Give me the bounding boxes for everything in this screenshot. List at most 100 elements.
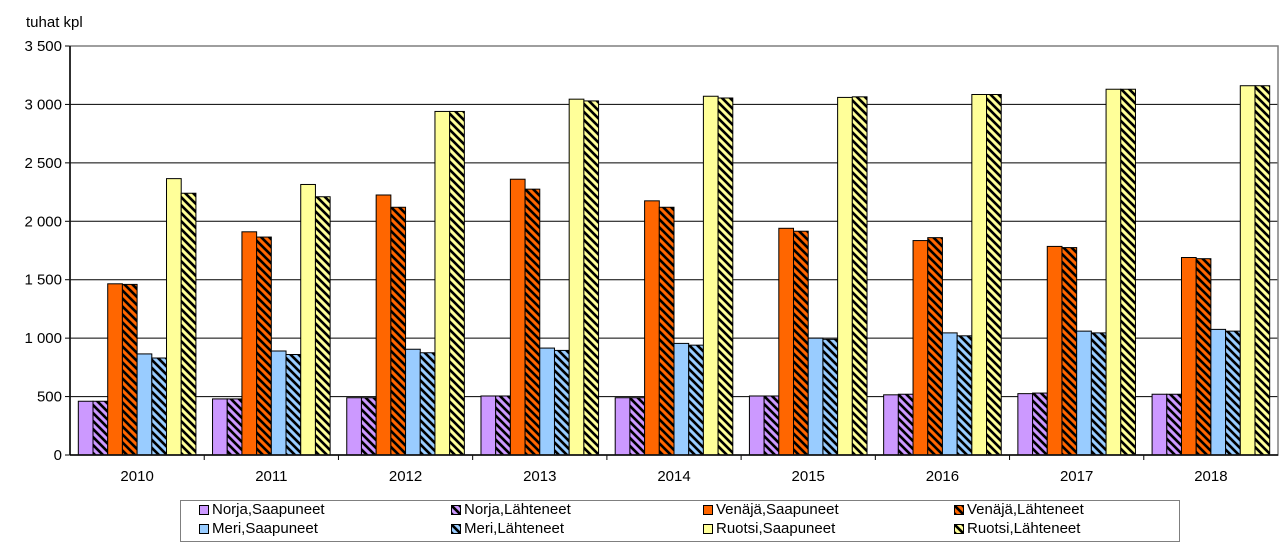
legend-item: Meri,Lähteneet (451, 520, 564, 537)
legend-item: Venäjä,Saapuneet (703, 501, 839, 518)
bar (1076, 330, 1092, 456)
x-tick-label: 2017 (1060, 468, 1093, 485)
bar (583, 100, 600, 456)
bar (509, 178, 526, 456)
bar (1017, 393, 1034, 456)
bar (107, 283, 123, 456)
bar (568, 98, 585, 456)
bar (121, 283, 138, 456)
bar (614, 397, 631, 456)
bar (434, 110, 451, 456)
bar (1254, 85, 1271, 456)
bar (405, 348, 421, 456)
x-tick-label: 2018 (1194, 468, 1227, 485)
bar (1090, 332, 1107, 456)
legend-swatch (451, 523, 461, 534)
x-tick-label: 2016 (926, 468, 959, 485)
bar (314, 196, 331, 456)
legend-label: Ruotsi,Saapuneet (716, 520, 836, 537)
legend: Norja,Saapuneet Norja,Lähteneet Venäjä,Saa… (180, 500, 1180, 542)
bar (837, 96, 853, 456)
bar (1032, 392, 1048, 456)
y-tick-label: 1 000 (24, 330, 62, 347)
legend-label: Ruotsi,Lähteneet (967, 520, 1081, 537)
bar (1225, 330, 1241, 456)
legend-swatch (703, 523, 713, 534)
bar (883, 394, 899, 456)
legend-item: Ruotsi,Lähteneet (954, 520, 1080, 537)
legend-label: Norja,Saapuneet (212, 501, 325, 518)
bar (375, 194, 392, 456)
bar (748, 395, 765, 456)
bar (419, 352, 436, 456)
bar (658, 206, 675, 456)
legend-swatch (199, 504, 209, 515)
bar (390, 206, 407, 456)
bar (300, 183, 316, 456)
legend-label: Norja,Lähteneet (464, 501, 571, 518)
bar (793, 230, 809, 456)
legend-swatch (451, 504, 461, 515)
bar (956, 335, 973, 456)
bar (553, 349, 570, 456)
bar (971, 93, 988, 456)
tick-labels: 0 500 1 000 1 500 2 000 2 500 3 000 3 500 2010 20… (24, 38, 1227, 485)
legend-item: Norja,Lähteneet (451, 501, 571, 518)
bar (717, 97, 734, 456)
bar (346, 397, 362, 456)
bar (1166, 393, 1182, 456)
bar (256, 236, 272, 456)
x-tick-label: 2013 (523, 468, 556, 485)
bar (1180, 257, 1197, 456)
bar (1120, 88, 1136, 456)
bar (673, 342, 690, 456)
bar (136, 353, 153, 456)
bar (524, 188, 541, 456)
axes (65, 45, 1279, 460)
bar (897, 393, 914, 456)
x-tick-label: 2012 (389, 468, 422, 485)
bar (449, 110, 465, 456)
legend-label: Meri,Saapuneet (212, 520, 318, 537)
legend-label: Meri,Lähteneet (464, 520, 565, 537)
legend-swatch (954, 504, 964, 515)
bar (851, 96, 868, 456)
bar (688, 344, 704, 456)
legend-swatch (703, 504, 713, 515)
bar (285, 354, 302, 456)
y-tick-label: 500 (37, 389, 62, 406)
bar (1210, 328, 1227, 456)
bar (822, 338, 839, 456)
legend-label: Venäjä,Lähteneet (967, 501, 1084, 518)
bar (912, 240, 929, 456)
bar (92, 400, 109, 456)
y-tick-label: 2 000 (24, 213, 62, 230)
x-tick-label: 2010 (120, 468, 153, 485)
bar (763, 395, 780, 456)
bar (77, 400, 94, 456)
bar (1239, 85, 1256, 456)
bar (166, 178, 182, 456)
x-tick-label: 2011 (255, 468, 287, 485)
bar (1151, 393, 1168, 456)
y-tick-label: 3 500 (24, 38, 62, 55)
bar (1046, 245, 1063, 456)
bar (644, 200, 660, 456)
y-tick-label: 0 (54, 447, 62, 464)
legend-item: Norja,Saapuneet (199, 501, 325, 518)
bar (241, 231, 258, 456)
legend-item: Ruotsi,Saapuneet (703, 520, 835, 537)
legend-item: Venäjä,Lähteneet (954, 501, 1084, 518)
bar (539, 347, 555, 456)
bar (1061, 247, 1078, 456)
x-tick-label: 2015 (792, 468, 825, 485)
x-tick-label: 2014 (657, 468, 690, 485)
bar (495, 395, 511, 456)
bar (807, 337, 824, 456)
legend-swatch (199, 523, 209, 534)
bar (927, 237, 943, 456)
bar (702, 95, 719, 456)
bar (941, 332, 958, 456)
bar (1195, 258, 1212, 456)
